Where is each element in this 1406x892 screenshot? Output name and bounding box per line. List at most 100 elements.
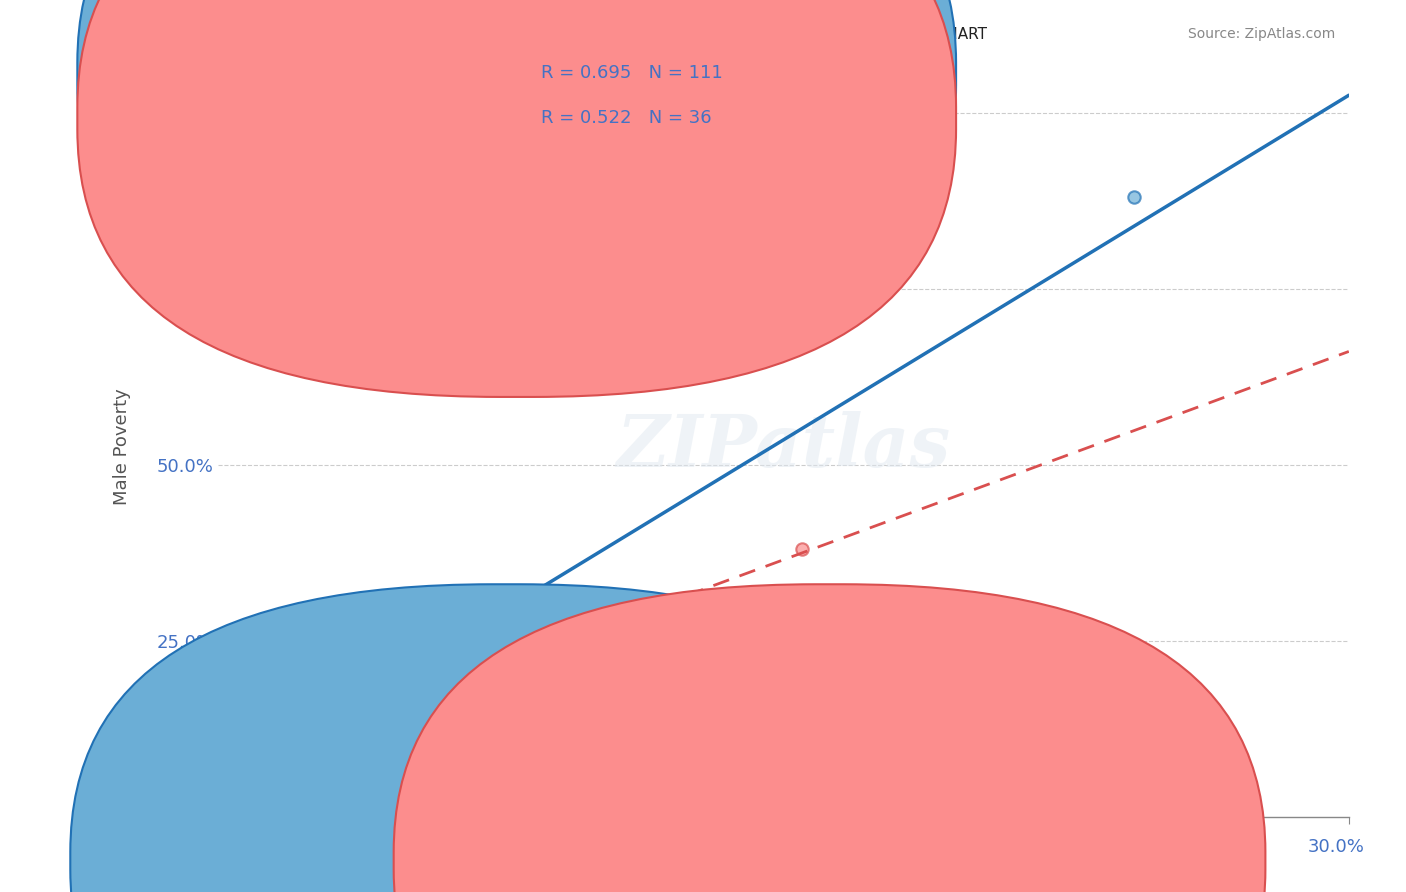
Point — [246, 739, 269, 754]
Point — [260, 771, 283, 785]
Point — [259, 752, 281, 766]
Point — [233, 793, 256, 807]
Point — [281, 734, 304, 748]
Point — [215, 706, 238, 721]
Point — [451, 599, 474, 613]
Point — [212, 784, 235, 798]
Text: R = 0.522   N = 36: R = 0.522 N = 36 — [541, 109, 711, 127]
Point — [253, 768, 276, 782]
Point — [249, 742, 271, 756]
Point — [329, 670, 352, 684]
Point — [377, 632, 399, 647]
Point — [264, 756, 287, 770]
Point — [236, 761, 259, 775]
Point — [294, 733, 316, 747]
Point — [319, 746, 342, 760]
Point — [211, 747, 233, 761]
Point — [1123, 190, 1146, 204]
Point — [302, 702, 325, 716]
Point — [252, 694, 274, 708]
Point — [221, 767, 243, 781]
Point — [405, 680, 427, 694]
Point — [228, 755, 250, 769]
Point — [217, 759, 239, 773]
Point — [347, 678, 370, 692]
Point — [262, 748, 284, 763]
Point — [215, 761, 238, 775]
Point — [229, 768, 252, 782]
Point — [211, 809, 233, 823]
Point — [214, 798, 236, 813]
Point — [252, 678, 274, 692]
Point — [225, 756, 247, 770]
Point — [211, 747, 233, 761]
Point — [290, 692, 312, 706]
Point — [214, 765, 236, 780]
Point — [211, 783, 233, 797]
Point — [259, 735, 281, 749]
Point — [366, 671, 388, 685]
Point — [335, 729, 357, 743]
Point — [214, 802, 236, 816]
Point — [211, 809, 233, 823]
Point — [321, 731, 343, 745]
Point — [224, 761, 246, 775]
Point — [330, 708, 353, 723]
Point — [294, 731, 316, 745]
Point — [307, 786, 329, 800]
Point — [225, 744, 247, 758]
Point — [297, 721, 319, 735]
Point — [257, 799, 280, 814]
Point — [232, 772, 254, 787]
Point — [291, 681, 314, 696]
Point — [405, 650, 427, 665]
Point — [242, 809, 264, 823]
Point — [232, 809, 254, 823]
Point — [249, 731, 271, 745]
Point — [226, 809, 249, 823]
Point — [249, 650, 271, 665]
Point — [298, 726, 321, 740]
Point — [277, 723, 299, 738]
Point — [281, 730, 304, 744]
Point — [269, 777, 291, 791]
Point — [354, 715, 377, 730]
Point — [264, 745, 287, 759]
Point — [224, 752, 246, 766]
Text: 0.0%: 0.0% — [76, 838, 121, 856]
Point — [228, 772, 250, 786]
Point — [247, 776, 270, 790]
Point — [229, 727, 252, 741]
Point — [222, 673, 245, 687]
Point — [239, 721, 262, 735]
Point — [229, 762, 252, 776]
Point — [215, 797, 238, 812]
Text: R = 0.695   N = 111: R = 0.695 N = 111 — [541, 64, 723, 82]
Point — [558, 653, 581, 667]
Point — [288, 747, 311, 761]
Point — [224, 809, 246, 823]
Point — [211, 764, 233, 779]
Point — [226, 753, 249, 767]
Point — [281, 718, 304, 732]
Point — [218, 752, 240, 766]
Point — [218, 777, 240, 791]
Point — [246, 696, 269, 710]
Point — [211, 804, 233, 818]
Point — [211, 742, 233, 756]
Point — [211, 745, 233, 759]
Point — [247, 681, 270, 696]
Point — [385, 649, 408, 664]
Point — [277, 755, 299, 769]
Point — [242, 765, 264, 780]
Point — [291, 745, 314, 759]
Point — [211, 778, 233, 792]
Point — [228, 727, 250, 741]
Point — [382, 687, 405, 701]
Point — [312, 763, 335, 777]
Point — [217, 681, 239, 696]
Point — [215, 806, 238, 821]
Point — [301, 767, 323, 781]
Point — [408, 682, 430, 697]
Point — [228, 776, 250, 790]
